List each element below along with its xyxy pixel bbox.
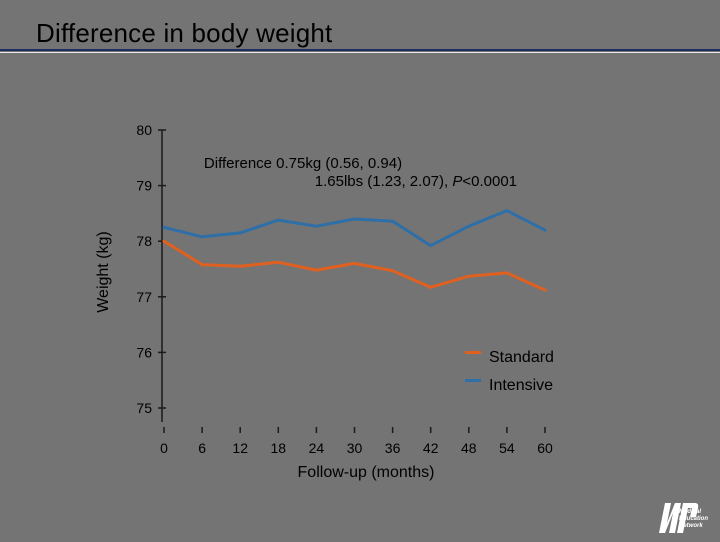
annotation-p-value: <0.0001 [462, 173, 517, 190]
y-axis-label: Weight (kg) [95, 231, 112, 313]
y-tick-label: 78 [136, 233, 152, 249]
slide-header: Difference in body weight [0, 0, 720, 58]
data-point-intensive [238, 231, 242, 235]
title-rule [0, 49, 720, 51]
logo-line-2: Education [679, 516, 709, 522]
difference-annotation-lbs: 1.65lbs (1.23, 2.07), P<0.0001 [315, 173, 517, 190]
data-point-standard [238, 264, 242, 268]
data-point-intensive [543, 228, 547, 232]
x-tick-label: 0 [160, 440, 168, 456]
data-point-standard [391, 269, 395, 273]
data-point-standard [467, 274, 471, 278]
x-tick-label: 60 [537, 440, 553, 456]
x-tick-label: 36 [385, 440, 401, 456]
logo-line-3: Network [679, 523, 703, 529]
legend-swatch-standard [465, 351, 481, 354]
data-point-intensive [429, 244, 433, 248]
data-point-intensive [162, 225, 166, 229]
chart-series [162, 209, 547, 292]
data-point-intensive [314, 224, 318, 228]
difference-annotation: Difference 0.75kg (0.56, 0.94) [204, 155, 402, 172]
data-point-standard [276, 260, 280, 264]
chart-legend: Standard Intensive [465, 349, 554, 394]
y-tick-label: 77 [136, 289, 152, 305]
y-tick-label: 75 [136, 400, 152, 416]
x-tick-label: 18 [271, 440, 287, 456]
data-point-intensive [391, 219, 395, 223]
chart-axes: 75 76 77 78 79 80 0 6 12 18 24 30 36 42 48 54 60 [136, 122, 553, 456]
data-point-intensive [467, 224, 471, 228]
y-tick-label: 76 [136, 344, 152, 360]
slide-title: Difference in body weight [36, 18, 333, 48]
logo-line-1: Medical [679, 509, 702, 515]
x-axis-label: Follow-up (months) [298, 464, 435, 481]
data-point-intensive [276, 218, 280, 222]
y-tick-label: 80 [136, 122, 152, 138]
y-tick-label: 79 [136, 178, 152, 194]
data-point-standard [429, 285, 433, 289]
legend-label-standard: Standard [489, 349, 554, 366]
annotation-p-label: P [452, 173, 462, 190]
annotation-lbs-text: 1.65lbs (1.23, 2.07), [315, 173, 453, 190]
data-point-standard [543, 288, 547, 292]
x-tick-label: 42 [423, 440, 439, 456]
data-point-standard [200, 263, 204, 267]
x-tick-label: 6 [198, 440, 206, 456]
data-point-standard [314, 268, 318, 272]
x-tick-label: 24 [309, 440, 325, 456]
x-tick-label: 48 [461, 440, 477, 456]
data-point-standard [162, 239, 166, 243]
data-point-standard [505, 271, 509, 275]
data-point-intensive [353, 217, 356, 221]
title-rule-highlight [0, 52, 720, 53]
legend-label-intensive: Intensive [489, 377, 553, 394]
x-tick-label: 54 [499, 440, 515, 456]
data-point-standard [353, 261, 356, 265]
data-point-intensive [200, 235, 204, 239]
logo-mark-icon [659, 503, 699, 533]
series-line-standard [162, 239, 547, 292]
data-point-intensive [505, 209, 509, 213]
medical-education-network-logo: Medical Education Network [655, 497, 717, 542]
x-tick-label: 12 [232, 440, 248, 456]
legend-swatch-intensive [465, 379, 481, 382]
series-line-intensive [162, 209, 547, 248]
x-tick-label: 30 [347, 440, 363, 456]
